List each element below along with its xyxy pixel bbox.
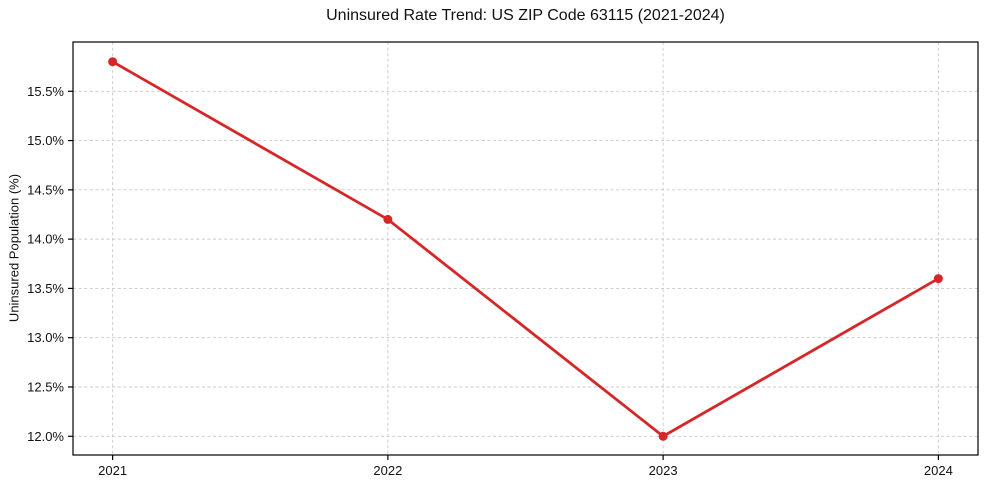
data-point-2022 [383,214,393,224]
y-tick-label: 15.5% [27,84,64,99]
y-tick-label: 13.5% [27,281,64,296]
y-tick-label: 12.5% [27,379,64,394]
y-tick-label: 13.0% [27,330,64,345]
x-tick-label: 2022 [373,463,402,478]
data-point-2021 [108,57,118,67]
x-tick-label: 2023 [649,463,678,478]
y-tick-label: 14.0% [27,232,64,247]
y-tick-label: 12.0% [27,429,64,444]
x-tick-label: 2024 [924,463,953,478]
chart-title: Uninsured Rate Trend: US ZIP Code 63115 … [326,7,725,24]
plot-border [72,41,979,456]
y-axis-label: Uninsured Population (%) [6,173,22,323]
y-tick-label: 15.0% [27,133,64,148]
y-tick-label: 14.5% [27,182,64,197]
data-point-2024 [933,274,943,284]
data-point-2023 [658,431,668,441]
x-tick-label: 2021 [98,463,127,478]
trend-line [111,60,940,438]
